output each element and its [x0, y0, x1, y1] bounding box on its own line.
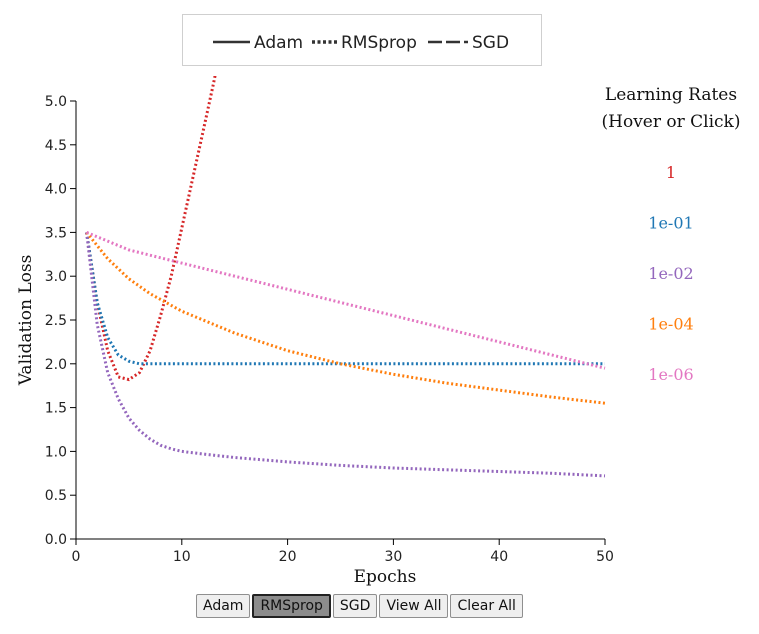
series-line-lr-1[interactable]	[85, 57, 219, 382]
lr-legend-title-line2: (Hover or Click)	[602, 112, 741, 132]
lr-legend-items: 1 1e-01 1e-02 1e-04 1e-06	[648, 163, 693, 384]
lr-legend-item-1[interactable]: 1	[666, 163, 676, 182]
lr-legend-title-line1: Learning Rates	[605, 85, 737, 105]
y-tick-label: 3.0	[45, 269, 67, 285]
y-axis: 0.0 0.5 1.0 1.5 2.0 2.5 3.0 3.5 4.0 4.5 5.0	[45, 94, 77, 548]
legend-label-adam: Adam	[254, 33, 303, 53]
series-line-lr-1e-01[interactable]	[85, 232, 605, 366]
legend-label-rmsprop: RMSprop	[341, 33, 417, 53]
x-tick-label: 10	[173, 549, 191, 565]
y-tick-label: 5.0	[45, 94, 67, 110]
optimizer-legend: Adam RMSprop SGD	[213, 33, 509, 53]
x-axis-title: Epochs	[354, 567, 417, 587]
y-tick-label: 4.0	[45, 182, 67, 198]
legend-label-sgd: SGD	[472, 33, 509, 53]
x-axis: 0 10 20 30 40 50	[72, 538, 614, 565]
x-tick-label: 40	[490, 549, 508, 565]
lr-legend-item-1e-06[interactable]: 1e-06	[648, 365, 693, 384]
y-tick-label: 0.5	[45, 488, 67, 504]
x-tick-label: 0	[72, 549, 81, 565]
y-tick-label: 1.5	[45, 401, 67, 417]
series-line-lr-1e-02[interactable]	[85, 232, 606, 478]
y-tick-label: 2.0	[45, 357, 67, 373]
x-tick-label: 50	[596, 549, 614, 565]
x-tick-label: 30	[384, 549, 402, 565]
y-axis-title: Validation Loss	[16, 255, 36, 387]
view-all-button[interactable]: View All	[379, 594, 449, 618]
optimizer-button-bar: Adam RMSprop SGD View All Clear All	[196, 594, 523, 618]
optimizer-legend-box	[182, 14, 542, 66]
lr-legend-item-1e-04[interactable]: 1e-04	[648, 315, 693, 334]
lr-legend-item-1e-01[interactable]: 1e-01	[648, 214, 693, 233]
x-tick-label: 20	[279, 549, 297, 565]
lr-legend-item-1e-02[interactable]: 1e-02	[648, 264, 693, 283]
series-lines	[85, 57, 606, 478]
series-line-lr-1e-06[interactable]	[86, 231, 606, 370]
adam-button[interactable]: Adam	[196, 594, 251, 618]
y-tick-label: 3.5	[45, 225, 67, 241]
y-tick-label: 1.0	[45, 444, 67, 460]
clear-all-button[interactable]: Clear All	[450, 594, 523, 618]
y-tick-label: 2.5	[45, 313, 67, 329]
rmsprop-button[interactable]: RMSprop	[252, 594, 331, 618]
y-tick-label: 4.5	[45, 138, 67, 154]
y-tick-label: 0.0	[45, 532, 67, 548]
sgd-button[interactable]: SGD	[332, 594, 378, 618]
